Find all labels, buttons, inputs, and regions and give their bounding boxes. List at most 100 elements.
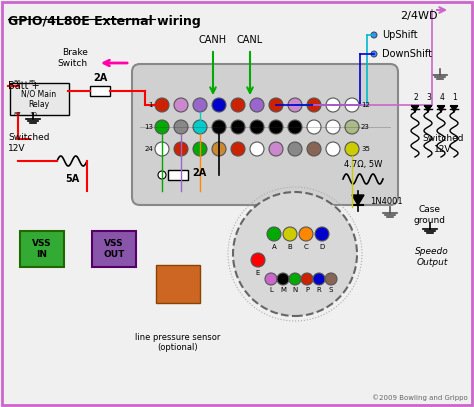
Bar (90, 86, 110, 96)
Circle shape (307, 98, 321, 112)
Circle shape (315, 227, 329, 241)
Text: B: B (288, 244, 292, 250)
Circle shape (193, 120, 207, 134)
Text: E: E (256, 270, 260, 276)
Text: ©2009 Bowling and Grippo: ©2009 Bowling and Grippo (372, 394, 468, 401)
Circle shape (193, 98, 207, 112)
Text: 5A: 5A (65, 174, 79, 184)
Text: UpShift: UpShift (382, 30, 418, 40)
Text: 24: 24 (144, 146, 153, 152)
Text: D: D (319, 244, 325, 250)
Bar (168, 170, 188, 180)
Circle shape (250, 120, 264, 134)
Circle shape (283, 227, 297, 241)
Text: 13: 13 (144, 124, 153, 130)
Text: 1: 1 (148, 102, 153, 108)
Circle shape (174, 120, 188, 134)
Circle shape (231, 98, 245, 112)
Circle shape (265, 273, 277, 285)
Polygon shape (451, 106, 457, 112)
Circle shape (155, 120, 169, 134)
Circle shape (251, 253, 265, 267)
Circle shape (174, 98, 188, 112)
Text: 30: 30 (29, 112, 37, 117)
Text: VSS
IN: VSS IN (32, 239, 52, 259)
Text: DownShift: DownShift (382, 49, 432, 59)
Text: Switched
12V: Switched 12V (422, 134, 464, 154)
Circle shape (193, 142, 207, 156)
Text: N: N (292, 287, 298, 293)
Text: N/O Main
Relay: N/O Main Relay (21, 89, 56, 109)
Text: S: S (329, 287, 333, 293)
Text: GPIO/4L80E External wiring: GPIO/4L80E External wiring (8, 15, 201, 28)
Text: 2/4WD: 2/4WD (400, 11, 438, 21)
Text: 85: 85 (29, 80, 37, 85)
Circle shape (212, 142, 226, 156)
Text: 35: 35 (361, 146, 370, 152)
Text: CANL: CANL (237, 35, 263, 45)
Text: M: M (280, 287, 286, 293)
Text: 2A: 2A (93, 73, 107, 83)
Circle shape (250, 98, 264, 112)
Circle shape (231, 142, 245, 156)
Circle shape (212, 120, 226, 134)
Polygon shape (425, 106, 431, 112)
Text: Switched
12V: Switched 12V (8, 133, 49, 153)
Text: C: C (304, 244, 309, 250)
Circle shape (174, 142, 188, 156)
FancyBboxPatch shape (132, 64, 398, 205)
Text: 3: 3 (427, 93, 431, 102)
FancyBboxPatch shape (92, 231, 136, 267)
Text: Brake
Switch: Brake Switch (58, 48, 88, 68)
Text: Batt +: Batt + (8, 81, 40, 91)
Text: 4.7Ω, 5W: 4.7Ω, 5W (344, 160, 382, 169)
Text: 87: 87 (14, 112, 22, 117)
Circle shape (371, 32, 377, 38)
Circle shape (288, 120, 302, 134)
Text: 86: 86 (14, 80, 22, 85)
Text: 2: 2 (414, 93, 419, 102)
Circle shape (299, 227, 313, 241)
Circle shape (313, 273, 325, 285)
Text: P: P (305, 287, 309, 293)
Circle shape (233, 192, 357, 316)
Text: Speedo
Output: Speedo Output (415, 247, 449, 267)
Circle shape (326, 120, 340, 134)
Text: R: R (317, 287, 321, 293)
Circle shape (269, 120, 283, 134)
FancyBboxPatch shape (156, 265, 200, 303)
Text: Case
ground: Case ground (414, 205, 446, 225)
Polygon shape (412, 106, 418, 112)
Text: 23: 23 (361, 124, 370, 130)
Text: A: A (272, 244, 276, 250)
Text: 4: 4 (439, 93, 445, 102)
Circle shape (345, 120, 359, 134)
Circle shape (289, 273, 301, 285)
FancyBboxPatch shape (20, 231, 64, 267)
Circle shape (288, 142, 302, 156)
Text: CANH: CANH (199, 35, 227, 45)
Text: 12: 12 (361, 102, 370, 108)
Circle shape (307, 120, 321, 134)
Circle shape (326, 142, 340, 156)
Circle shape (155, 142, 169, 156)
Circle shape (288, 98, 302, 112)
Circle shape (301, 273, 313, 285)
Circle shape (277, 273, 289, 285)
Circle shape (158, 171, 166, 179)
Circle shape (250, 142, 264, 156)
Circle shape (269, 98, 283, 112)
Circle shape (345, 98, 359, 112)
Circle shape (326, 98, 340, 112)
Text: 1N4001: 1N4001 (370, 197, 402, 206)
Circle shape (212, 98, 226, 112)
Circle shape (155, 98, 169, 112)
Polygon shape (438, 106, 444, 112)
FancyBboxPatch shape (10, 83, 69, 115)
Circle shape (307, 142, 321, 156)
Circle shape (345, 142, 359, 156)
Circle shape (325, 273, 337, 285)
Circle shape (371, 51, 377, 57)
Text: line pressure sensor
(optional): line pressure sensor (optional) (135, 333, 221, 352)
Text: 2A: 2A (192, 168, 206, 178)
